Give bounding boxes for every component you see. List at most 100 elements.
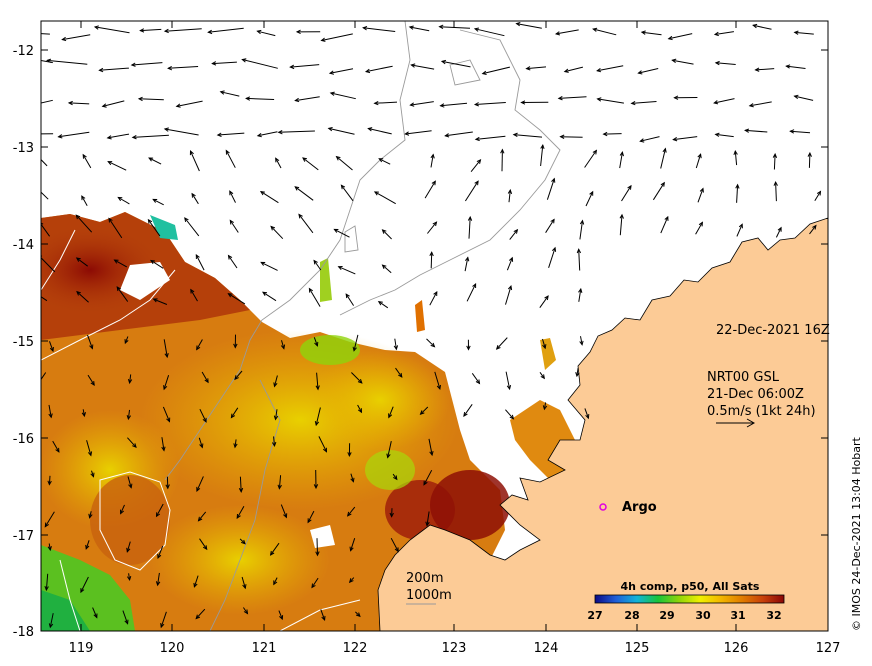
current-vector: [368, 128, 392, 135]
bathymetry-200m: [164, 21, 561, 631]
current-vector-head: [147, 218, 153, 224]
current-vector-head: [302, 157, 308, 162]
current-vector: [150, 260, 164, 269]
current-vector: [320, 609, 326, 621]
current-vector-head: [41, 222, 44, 225]
current-vector: [786, 65, 806, 69]
timestamp-label: 22-Dec-2021 16Z: [716, 323, 830, 338]
current-vector: [366, 65, 393, 73]
current-vector: [715, 133, 734, 138]
current-vector: [162, 406, 170, 422]
current-vector-head: [260, 261, 266, 266]
current-vector-head: [113, 259, 119, 264]
current-vector-head: [315, 551, 320, 557]
current-vector-head: [313, 259, 318, 265]
current-vector: [48, 404, 52, 418]
current-vector-head: [393, 475, 398, 481]
current-vector-head: [352, 346, 357, 352]
x-tick: 119: [69, 641, 94, 656]
current-vector: [350, 473, 354, 482]
current-vector: [191, 193, 199, 205]
current-vector: [546, 178, 555, 200]
current-vector-head: [329, 91, 335, 96]
current-time-label: 21-Dec 06:00Z: [707, 387, 804, 402]
current-vector-head: [294, 97, 300, 103]
current-vector: [539, 295, 549, 308]
current-vector: [378, 301, 389, 309]
current-vector-head: [163, 127, 169, 132]
current-vector: [275, 158, 282, 169]
current-vector: [470, 159, 481, 173]
current-vector-head: [752, 23, 758, 29]
current-vector: [257, 131, 278, 137]
current-vector: [120, 504, 125, 514]
current-vector: [229, 190, 236, 203]
current-vector-head: [463, 412, 468, 418]
current-vector-head: [373, 100, 379, 106]
current-vector-head: [777, 226, 782, 232]
current-vector-head: [430, 153, 435, 159]
current-vector: [278, 475, 282, 489]
current-vector: [108, 218, 123, 239]
current-vector: [334, 228, 350, 238]
current-vector-head: [87, 451, 93, 457]
current-vector: [257, 30, 276, 37]
current-vector: [516, 23, 542, 29]
current-vector: [673, 136, 698, 141]
current-vector: [631, 101, 657, 104]
current-vector: [168, 66, 199, 69]
contour-200-label: 200m: [406, 571, 443, 586]
current-vector-head: [75, 257, 81, 262]
current-vector: [426, 338, 435, 348]
current-vector: [603, 133, 622, 135]
current-vector: [126, 541, 131, 552]
current-vector: [196, 476, 204, 492]
current-vector-head: [211, 61, 217, 66]
current-vector-head: [307, 518, 312, 524]
current-vector: [745, 129, 768, 133]
current-vector-head: [48, 413, 53, 419]
current-vector: [163, 339, 168, 358]
current-vector-head: [294, 186, 300, 191]
current-vector: [153, 298, 168, 305]
current-vector-head: [578, 287, 583, 293]
current-vector-head: [256, 29, 262, 35]
scale-vector-label: 0.5m/s (1kt 24h): [707, 404, 816, 419]
current-vector-head: [409, 102, 415, 107]
current-vector: [195, 608, 206, 619]
current-vector: [278, 610, 283, 620]
current-vector-head: [315, 385, 320, 391]
current-vector: [241, 576, 246, 589]
current-vector: [390, 537, 399, 552]
current-vector: [496, 337, 508, 350]
current-vector-head: [85, 544, 90, 550]
current-vector-head: [202, 417, 207, 423]
x-tick: 125: [625, 641, 650, 656]
current-vector: [734, 151, 738, 166]
current-vector: [278, 130, 315, 133]
current-vector: [579, 220, 583, 240]
current-vector-head: [698, 221, 703, 227]
current-vector-head: [525, 66, 531, 71]
current-vector: [505, 285, 512, 305]
current-vector-head: [585, 414, 590, 420]
current-vector: [426, 511, 430, 526]
current-vector-head: [355, 612, 361, 618]
current-vector-head: [660, 181, 665, 187]
current-vector-head: [472, 282, 477, 288]
current-vector-head: [184, 217, 189, 223]
current-vector: [152, 198, 164, 206]
current-vector-head: [540, 374, 545, 380]
y-tick: -14: [13, 238, 34, 253]
current-vector: [363, 27, 396, 32]
argo-float-marker: [599, 503, 607, 511]
current-vector-head: [280, 344, 286, 350]
current-vector: [81, 195, 88, 206]
current-vector: [228, 255, 238, 269]
current-vector-head: [241, 539, 246, 545]
current-vector-head: [101, 103, 107, 108]
current-vector: [107, 133, 130, 139]
current-vector: [199, 538, 208, 550]
current-vector-head: [124, 619, 129, 625]
current-vector: [471, 373, 480, 384]
